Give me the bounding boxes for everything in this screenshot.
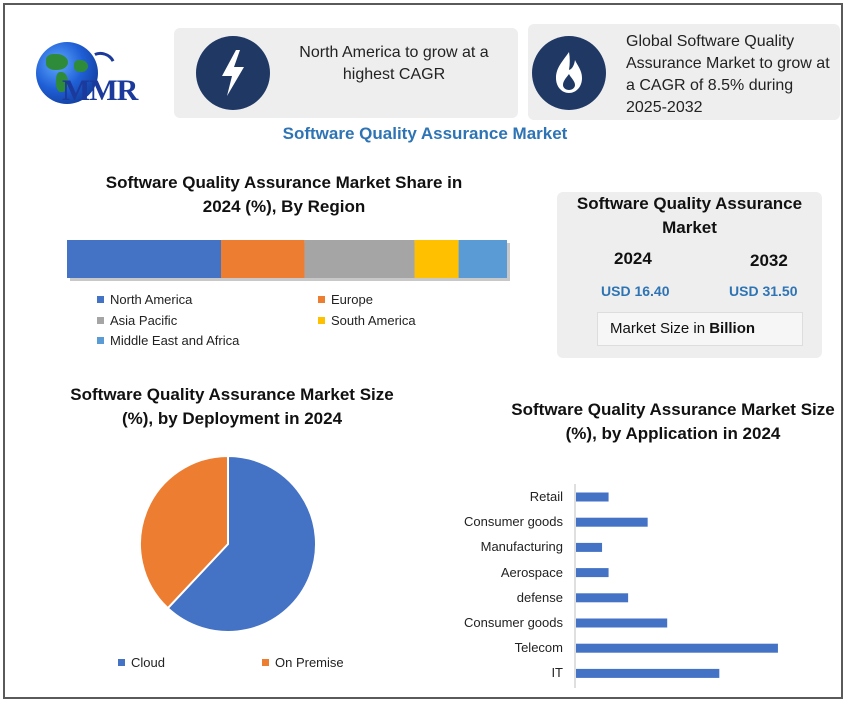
legend-item: North America	[97, 292, 192, 307]
region-bar-segment	[221, 240, 305, 278]
highlight-card-north-america: North America to grow at a highest CAGR	[174, 28, 518, 118]
legend-item: Asia Pacific	[97, 313, 177, 328]
card-text: North America to grow at a highest CAGR	[299, 44, 489, 83]
application-chart-title: Software Quality Assurance Market Size (…	[511, 400, 835, 443]
card-text: Global Software Quality Assurance Market…	[626, 33, 830, 116]
region-bar-segment	[304, 240, 415, 278]
application-bar	[576, 542, 603, 552]
pie-slice	[166, 454, 317, 633]
main-title: Software Quality Assurance Market	[282, 124, 568, 143]
legend-swatch	[97, 337, 104, 345]
region-bar-segment	[67, 240, 221, 278]
infographic-frame	[3, 3, 843, 699]
application-bar	[576, 492, 609, 502]
legend-label: North America	[110, 292, 193, 307]
year-2032: 2032	[750, 251, 788, 270]
value-2032: USD 31.50	[729, 283, 798, 299]
legend-item: On Premise	[262, 655, 344, 670]
year-2024: 2024	[614, 249, 652, 268]
deployment-chart-title: Software Quality Assurance Market Size (…	[70, 385, 394, 428]
highlight-card-cagr: Global Software Quality Assurance Market…	[528, 24, 840, 120]
logo-text: MMR	[62, 74, 138, 107]
legend-swatch	[97, 296, 104, 304]
legend-label: Europe	[331, 292, 373, 307]
unit-bold: Billion	[709, 320, 756, 337]
legend-label: On Premise	[275, 655, 344, 670]
flame-icon	[532, 36, 606, 110]
legend-item: South America	[318, 313, 416, 328]
globe-icon	[36, 42, 98, 104]
unit-prefix: Market Size in	[610, 320, 710, 337]
legend-item: Middle East and Africa	[97, 333, 239, 348]
application-bar	[576, 643, 778, 653]
category-label: defense	[516, 589, 563, 605]
category-label: Telecom	[514, 640, 563, 656]
category-label: Consumer goods	[464, 514, 563, 530]
region-chart-title: Software Quality Assurance Market Share …	[105, 173, 463, 216]
pie-slice	[139, 454, 229, 610]
category-label: Aerospace	[500, 564, 563, 580]
application-bar-chart	[574, 484, 778, 688]
category-label: Retail	[529, 489, 563, 504]
category-label: Consumer goods	[464, 615, 563, 630]
region-stacked-bar	[67, 240, 510, 281]
region-bar-segment	[414, 240, 459, 278]
region-bar-segment	[458, 240, 507, 278]
market-size-unit: Market Size in Billion	[597, 312, 803, 346]
legend-swatch	[262, 659, 269, 667]
lightning-icon	[196, 36, 270, 110]
application-bar	[576, 668, 720, 678]
legend-label: Middle East and Africa	[110, 333, 240, 348]
application-bar	[576, 593, 629, 603]
legend-item: Europe	[318, 292, 373, 307]
legend-label: Asia Pacific	[110, 313, 178, 328]
application-bar	[576, 618, 668, 628]
legend-label: South America	[331, 313, 416, 328]
legend-swatch	[97, 317, 104, 325]
application-bar	[576, 568, 609, 578]
application-bar	[576, 517, 648, 527]
market-size-title: Software Quality Assurance Market	[576, 194, 803, 237]
deployment-pie-chart	[139, 454, 317, 633]
legend-swatch	[318, 296, 325, 304]
value-2024: USD 16.40	[601, 283, 670, 299]
legend-item: Cloud	[118, 655, 165, 670]
legend-label: Cloud	[131, 655, 165, 670]
legend-swatch	[318, 317, 325, 325]
category-label: Manufacturing	[480, 539, 563, 555]
legend-swatch	[118, 659, 125, 667]
category-label: IT	[551, 665, 563, 681]
